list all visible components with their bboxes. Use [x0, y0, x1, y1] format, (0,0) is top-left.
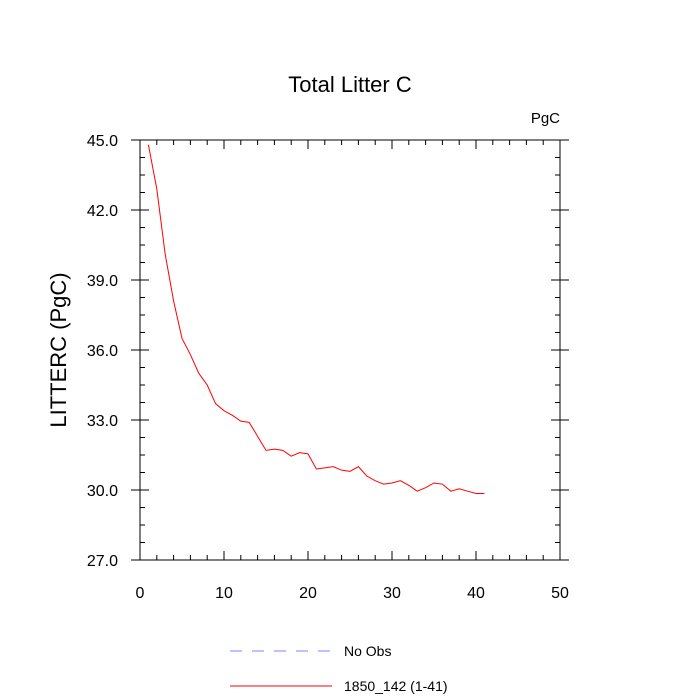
series-layer: [147, 144, 485, 494]
y-tick-label: 45.0: [87, 133, 118, 150]
legend-label: 1850_142 (1-41): [344, 678, 448, 694]
axis-ticks: [131, 139, 569, 561]
y-tick-label: 27.0: [87, 553, 118, 570]
y-tick-label: 42.0: [87, 203, 118, 220]
x-tick-label: 40: [467, 585, 485, 602]
legend-label: No Obs: [344, 643, 391, 659]
y-tick-label: 33.0: [87, 413, 118, 430]
x-tick-label: 50: [551, 585, 569, 602]
y-tick-label: 30.0: [87, 483, 118, 500]
x-tick-label: 20: [299, 585, 317, 602]
y-tick-label: 39.0: [87, 273, 118, 290]
chart-title: Total Litter C: [288, 72, 412, 97]
legend: No Obs 1850_142 (1-41): [230, 643, 448, 694]
x-tick-label: 10: [215, 585, 233, 602]
x-tick-label: 30: [383, 585, 401, 602]
units-label: PgC: [531, 110, 560, 127]
tick-labels: 0 10 20 30 40 50 27.0 30.0 33.0 36.0 39.0 42.0 45.0: [87, 133, 569, 602]
y-tick-label: 36.0: [87, 343, 118, 360]
plot-frame: [139, 139, 561, 561]
y-axis-label: LITTERC (PgC): [46, 272, 71, 427]
series-line: [147, 144, 485, 494]
x-tick-label: 0: [136, 585, 145, 602]
